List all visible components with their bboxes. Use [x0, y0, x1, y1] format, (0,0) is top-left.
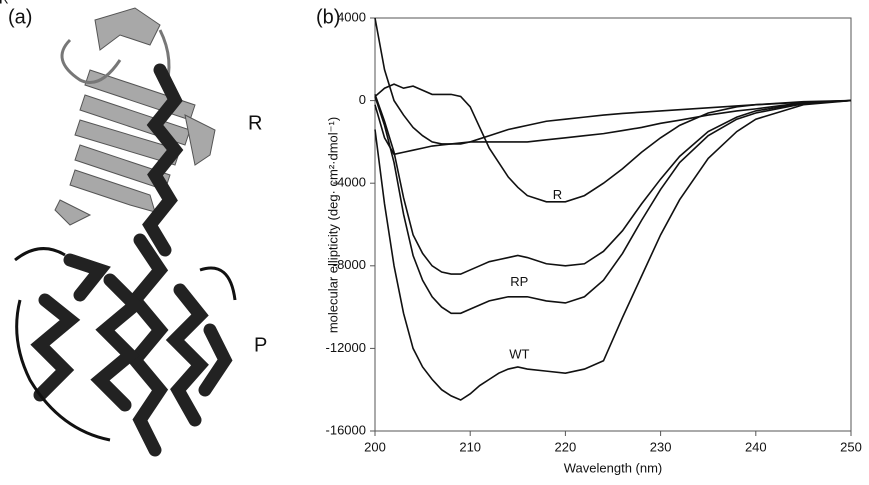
series-line: [374, 83, 852, 203]
series-line: [374, 99, 852, 401]
series-label: TR: [0, 0, 9, 6]
y-tick-label: -12000: [326, 340, 366, 355]
y-tick-label: 4000: [337, 9, 366, 24]
y-axis-label: molecular ellipticity (deg· cm²·dmol⁻¹): [325, 117, 340, 333]
x-tick-label: 220: [555, 439, 577, 454]
plot-frame: [374, 17, 852, 432]
x-tick-label: 250: [840, 439, 862, 454]
series-label: P: [0, 0, 4, 6]
x-tick-label: 210: [459, 439, 481, 454]
panel-label: (a): [8, 6, 32, 28]
series-line: [374, 96, 852, 315]
panel-label: (b): [316, 6, 340, 28]
protein-structure: [14, 7, 237, 457]
series-line: [374, 99, 852, 156]
series-line: [374, 17, 852, 145]
y-tick-label: -16000: [326, 422, 366, 437]
x-axis-label: Wavelength (nm): [564, 460, 663, 475]
x-tick-label: 230: [650, 439, 672, 454]
y-tick-label: -8000: [333, 257, 366, 272]
series-label: WT: [509, 346, 529, 361]
x-tick-label: 200: [364, 439, 386, 454]
series-line: [374, 94, 852, 275]
x-tick-label: 240: [745, 439, 767, 454]
domain-label: R: [248, 112, 262, 134]
y-tick-label: -4000: [333, 175, 366, 190]
domain-label: P: [254, 334, 267, 356]
series-label: T: [0, 0, 4, 6]
series-label: R: [553, 187, 562, 202]
y-tick-label: 0: [359, 92, 366, 107]
series-label: RP: [510, 274, 528, 289]
